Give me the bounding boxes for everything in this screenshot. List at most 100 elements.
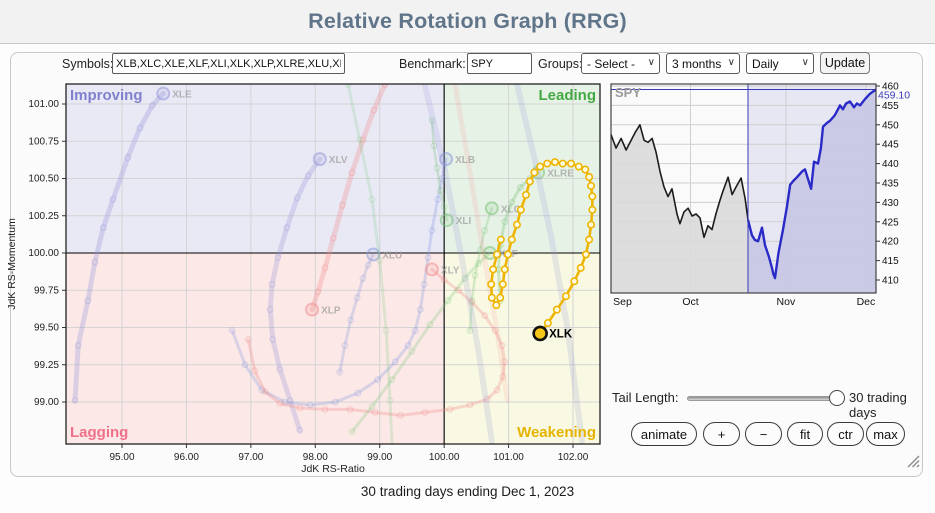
groups-select[interactable]: - Select - ∨ <box>581 53 660 74</box>
animate-button[interactable]: animate <box>631 422 697 446</box>
chevron-down-icon: ∨ <box>727 57 735 68</box>
spy-y-tick: 440 <box>882 159 899 170</box>
rrg-head-XLV[interactable] <box>312 152 327 167</box>
rrg-symbol-label-XLY: XLY <box>441 265 460 276</box>
rrg-x-tick: 98.00 <box>303 452 328 463</box>
rrg-x-tick: 100.00 <box>429 452 460 463</box>
rrg-x-tick: 97.00 <box>238 452 263 463</box>
rrg-y-tick: 101.00 <box>28 99 59 110</box>
rrg-symbol-label-XLU: XLU <box>382 250 402 261</box>
spy-price-line-past <box>610 124 749 239</box>
rrg-quadrant-label-lagging: Lagging <box>70 424 128 441</box>
rrg-head-XLY[interactable] <box>424 262 439 277</box>
spy-y-tick: 420 <box>882 237 899 248</box>
rrg-head-XLU[interactable] <box>366 247 381 262</box>
rrg-x-tick: 102.00 <box>558 452 589 463</box>
rrg-quadrant-leading <box>444 84 600 253</box>
benchmark-input[interactable] <box>467 53 532 74</box>
benchmark-label: Benchmark: <box>399 57 466 71</box>
rrg-tail-XLF <box>350 251 492 434</box>
spy-month-label: Sep <box>613 296 632 308</box>
rrg-tail <box>346 84 394 444</box>
rrg-y-tick: 99.25 <box>34 360 59 371</box>
zoom-out-button[interactable]: − <box>745 422 782 446</box>
spy-title: SPY <box>615 85 641 100</box>
rrg-x-tick: 96.00 <box>174 452 199 463</box>
rrg-tail-XLP <box>309 84 388 313</box>
max-button[interactable]: max <box>866 422 905 446</box>
spy-y-tick: 435 <box>882 179 899 190</box>
rrg-head-XLB[interactable] <box>439 152 454 167</box>
rrg-head-XLP[interactable] <box>305 302 320 317</box>
rrg-quadrant-label-leading: Leading <box>538 87 596 104</box>
zoom-in-button[interactable]: + <box>703 422 740 446</box>
symbols-input[interactable] <box>112 53 345 74</box>
tail-length-handle[interactable] <box>829 390 845 406</box>
rrg-tail-XLI <box>430 119 448 222</box>
resize-handle-icon[interactable] <box>903 451 922 470</box>
rrg-y-tick: 100.75 <box>28 136 59 147</box>
spy-month-label: Oct <box>682 296 698 308</box>
spy-price-line-highlight <box>746 88 877 280</box>
spy-y-tick: 415 <box>882 256 899 267</box>
rrg-quadrant-improving <box>66 84 445 253</box>
spy-y-tick: 455 <box>882 101 899 112</box>
rrg-symbol-label-XLP: XLP <box>321 306 341 317</box>
spy-y-tick: 430 <box>882 198 899 209</box>
rrg-head-XLE[interactable] <box>156 86 171 101</box>
rrg-symbol-label-XLK: XLK <box>549 328 573 340</box>
chevron-down-icon: ∨ <box>647 57 655 68</box>
rrg-x-tick: 101.00 <box>493 452 524 463</box>
rrg-symbol-label-XLC: XLC <box>501 204 521 215</box>
spy-month-label: Nov <box>777 296 796 308</box>
groups-label: Groups: <box>538 57 583 71</box>
tail-length-track[interactable] <box>687 396 837 401</box>
rrg-y-tick: 99.75 <box>34 285 59 296</box>
page-header: Relative Rotation Graph (RRG) <box>0 0 935 44</box>
rrg-tail-XLC <box>468 207 494 332</box>
rrg-quadrant-label-weakening: Weakening <box>517 424 596 441</box>
rrg-symbol-label-XLI: XLI <box>456 216 472 227</box>
rrg-tail-XLY <box>246 267 507 417</box>
spy-y-tick: 410 <box>882 276 899 287</box>
spy-y-tick: 460 <box>882 82 899 93</box>
rrg-x-tick: 95.00 <box>109 452 134 463</box>
rrg-symbol-label-XLV: XLV <box>329 155 348 166</box>
ctr-button[interactable]: ctr <box>827 422 864 446</box>
rrg-symbol-label-XLRE: XLRE <box>547 169 574 180</box>
fit-button[interactable]: fit <box>787 422 823 446</box>
chevron-down-icon: ∨ <box>801 57 809 68</box>
footer-status: 30 trading days ending Dec 1, 2023 <box>360 484 575 499</box>
rrg-tail-XLV <box>267 156 323 433</box>
rrg-tail-XLU <box>338 253 375 374</box>
spy-y-tick: 450 <box>882 120 899 131</box>
rrg-head-XLC[interactable] <box>484 201 499 216</box>
page-title: Relative Rotation Graph (RRG) <box>308 9 627 33</box>
rrg-y-tick: 99.00 <box>34 397 59 408</box>
rrg-symbol-label-XLB: XLB <box>455 155 475 166</box>
range-select[interactable]: 3 months ∨ <box>666 53 740 74</box>
rrg-y-tick: 100.25 <box>28 211 59 222</box>
spy-y-tick: 425 <box>882 217 899 228</box>
rrg-x-tick: 99.00 <box>367 452 392 463</box>
rrg-head-XLI[interactable] <box>439 213 454 228</box>
rrg-tail <box>421 84 495 444</box>
update-button[interactable]: Update <box>820 52 870 74</box>
rrg-quadrant-label-improving: Improving <box>70 87 143 104</box>
rrg-head-XLK[interactable] <box>532 325 548 342</box>
interval-select[interactable]: Daily ∨ <box>746 53 814 74</box>
rrg-quadrant-lagging <box>66 253 445 444</box>
rrg-tail <box>514 84 585 444</box>
rrg-tail-XLB <box>230 157 448 407</box>
tail-length-value: 30 trading days <box>849 390 907 420</box>
rrg-y-axis-title: JdK RS-Momentum <box>8 218 18 310</box>
rrg-symbol-label-XLE: XLE <box>172 90 192 101</box>
rrg-tail <box>452 84 510 403</box>
spy-month-label: Dec <box>857 296 876 308</box>
rrg-tail-XLE <box>72 91 166 403</box>
tail-length-label: Tail Length: <box>612 390 679 405</box>
rrg-chart[interactable]: XLEXLVXLBXLREXLCXLIXLUXLYXLPXLFXLKImprov… <box>8 80 608 478</box>
rrg-y-tick: 100.00 <box>28 248 59 259</box>
